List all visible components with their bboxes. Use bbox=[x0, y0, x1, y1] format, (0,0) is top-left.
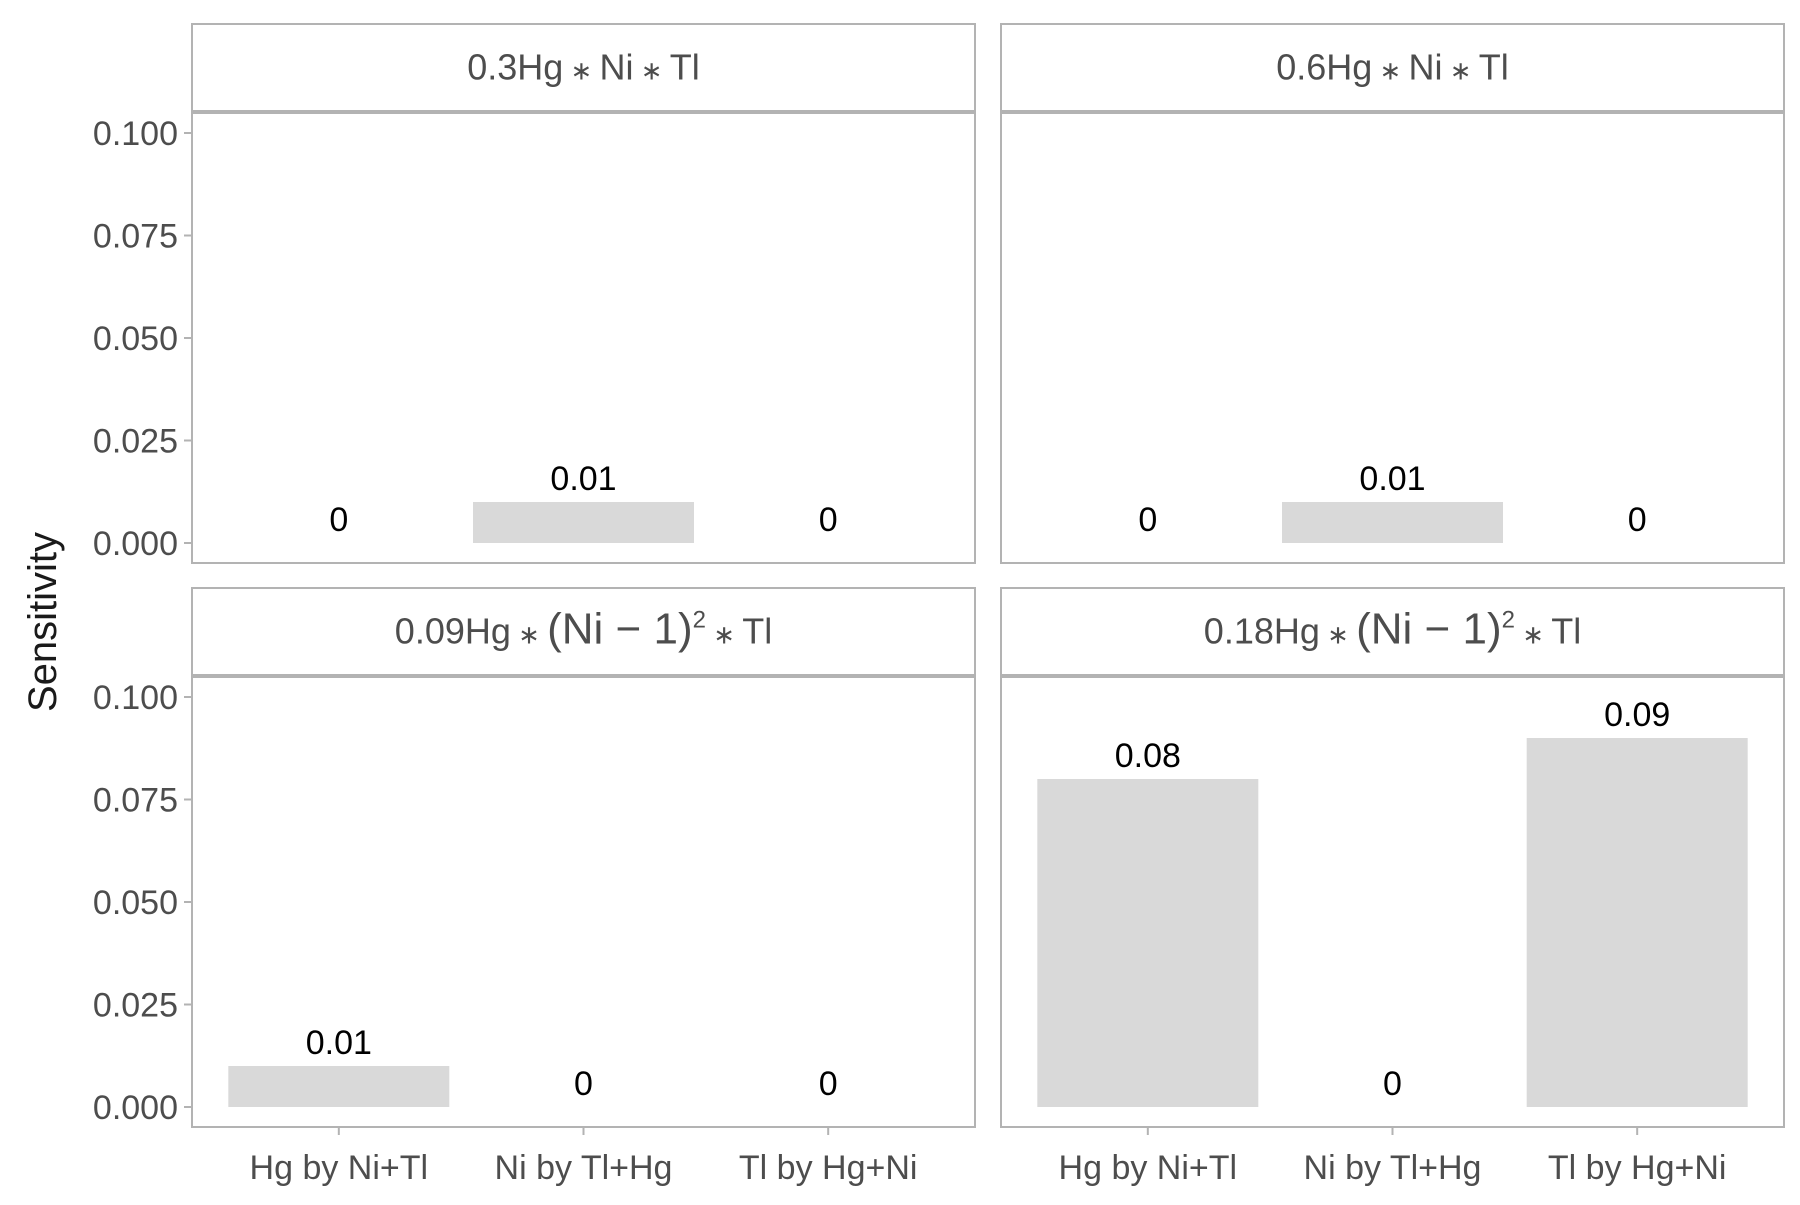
panel-frame-3 bbox=[191, 676, 976, 1128]
facet-title-pre: 0.18Hg bbox=[1204, 611, 1320, 652]
facet-title-op2: ∗ bbox=[1443, 56, 1479, 86]
facet-title-post: Tl bbox=[742, 611, 772, 652]
y-axis-title: Sensitivity bbox=[21, 532, 65, 712]
facet-title-post: Tl bbox=[1479, 47, 1509, 88]
x-tick-label-3-3: Tl by Hg+Ni bbox=[739, 1149, 918, 1187]
facet-title-mid: (Ni − 1) bbox=[547, 605, 692, 654]
facet-title-pre: 0.3Hg bbox=[467, 47, 563, 88]
y-tick-label-1-1: 0.000 bbox=[93, 525, 178, 563]
facet-title-op2: ∗ bbox=[706, 620, 742, 650]
facet-title-mid: Ni bbox=[1409, 47, 1443, 88]
y-tick-label-3-4: 0.075 bbox=[93, 782, 178, 820]
facet-title-3: 0.09Hg ∗ (Ni − 1)2 ∗ Tl bbox=[395, 605, 772, 654]
bar-1-2 bbox=[473, 502, 694, 543]
bar-3-1 bbox=[228, 1066, 450, 1107]
facet-strip-1 bbox=[191, 23, 976, 112]
facet-title-sup: 2 bbox=[1502, 607, 1515, 634]
panel-frame-1 bbox=[191, 112, 976, 564]
facet-strip-3 bbox=[191, 587, 976, 676]
facet-strip-4 bbox=[1000, 587, 1785, 676]
x-tick-label-3-2: Ni by Tl+Hg bbox=[495, 1149, 673, 1187]
y-tick-label-1-3: 0.050 bbox=[93, 320, 178, 358]
y-tick-label-1-2: 0.025 bbox=[93, 423, 178, 461]
y-tick-label-1-5: 0.100 bbox=[93, 115, 178, 153]
y-tick-label-1-4: 0.075 bbox=[93, 218, 178, 256]
facet-title-post: Tl bbox=[1551, 611, 1581, 652]
y-tick-label-3-2: 0.025 bbox=[93, 987, 178, 1025]
x-tick-label-3-1: Hg by Ni+Tl bbox=[250, 1149, 429, 1187]
panel-frame-2 bbox=[1000, 112, 1785, 564]
data-label-4-3: 0.09 bbox=[1604, 696, 1670, 734]
bar-2-2 bbox=[1282, 502, 1503, 543]
y-tick-label-3-5: 0.100 bbox=[93, 679, 178, 717]
data-label-3-1: 0.01 bbox=[306, 1024, 372, 1062]
x-tick-label-4-2: Ni by Tl+Hg bbox=[1304, 1149, 1482, 1187]
facet-strip-2 bbox=[1000, 23, 1785, 112]
facet-title-4: 0.18Hg ∗ (Ni − 1)2 ∗ Tl bbox=[1204, 605, 1581, 654]
facet-title-pre: 0.09Hg bbox=[395, 611, 511, 652]
data-label-2-1: 0 bbox=[1138, 501, 1157, 539]
y-tick-label-3-3: 0.050 bbox=[93, 884, 178, 922]
y-tick-label-3-1: 0.000 bbox=[93, 1089, 178, 1127]
facet-title-sup: 2 bbox=[693, 607, 706, 634]
facet-title-post: Tl bbox=[670, 47, 700, 88]
facet-title-1: 0.3Hg ∗ Ni ∗ Tl bbox=[467, 47, 700, 88]
facet-title-op1: ∗ bbox=[563, 56, 599, 86]
facet-title-pre: 0.6Hg bbox=[1276, 47, 1372, 88]
facet-title-mid: (Ni − 1) bbox=[1356, 605, 1501, 654]
data-label-1-2: 0.01 bbox=[550, 460, 616, 498]
bar-4-3 bbox=[1526, 738, 1748, 1107]
facet-title-op1: ∗ bbox=[1320, 620, 1356, 650]
facet-title-mid: Ni bbox=[600, 47, 634, 88]
data-label-3-3: 0 bbox=[819, 1065, 838, 1103]
data-label-4-1: 0.08 bbox=[1115, 737, 1181, 775]
data-label-1-3: 0 bbox=[819, 501, 838, 539]
data-label-2-2: 0.01 bbox=[1359, 460, 1425, 498]
facet-title-op2: ∗ bbox=[634, 56, 670, 86]
x-tick-label-4-3: Tl by Hg+Ni bbox=[1548, 1149, 1727, 1187]
x-tick-label-4-1: Hg by Ni+Tl bbox=[1059, 1149, 1238, 1187]
data-label-4-2: 0 bbox=[1383, 1065, 1402, 1103]
facet-title-op2: ∗ bbox=[1515, 620, 1551, 650]
facet-title-op1: ∗ bbox=[511, 620, 547, 650]
facet-title-2: 0.6Hg ∗ Ni ∗ Tl bbox=[1276, 47, 1509, 88]
data-label-3-2: 0 bbox=[574, 1065, 593, 1103]
bar-4-1 bbox=[1037, 779, 1259, 1107]
data-label-2-3: 0 bbox=[1628, 501, 1647, 539]
data-label-1-1: 0 bbox=[329, 501, 348, 539]
facet-title-op1: ∗ bbox=[1372, 56, 1408, 86]
